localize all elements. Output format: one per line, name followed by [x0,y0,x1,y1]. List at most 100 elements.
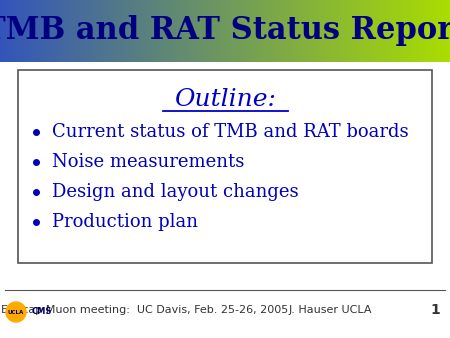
Bar [8,0,9,62]
Bar [44,0,45,62]
Bar [314,0,315,62]
Bar [414,0,415,62]
Bar [235,0,237,62]
Bar [152,0,153,62]
Bar [395,0,396,62]
Bar [333,0,334,62]
Bar [212,0,213,62]
Bar [105,0,107,62]
Bar [244,0,246,62]
Bar [440,0,441,62]
Bar [122,0,123,62]
Bar [108,0,109,62]
Bar [179,0,180,62]
Bar [112,0,114,62]
Bar [0,0,1,62]
Bar [408,0,410,62]
Bar [82,0,84,62]
Bar [36,0,37,62]
Bar [388,0,390,62]
Bar [24,0,26,62]
Bar [345,0,347,62]
Bar [171,0,172,62]
Bar [318,0,320,62]
Bar [435,0,436,62]
Bar [297,0,298,62]
Bar [256,0,258,62]
Bar [381,0,382,62]
Bar [217,0,219,62]
Bar [352,0,354,62]
Bar [190,0,192,62]
Bar [39,0,40,62]
Bar [291,0,293,62]
Bar [248,0,249,62]
Bar [240,0,242,62]
Bar [442,0,444,62]
Bar [332,0,333,62]
Bar [40,0,42,62]
Bar [325,0,327,62]
Bar [206,0,207,62]
Bar [431,0,432,62]
Bar [446,0,447,62]
Bar [366,0,368,62]
Bar [350,0,351,62]
Bar [1,0,3,62]
Bar [51,0,53,62]
Bar [336,0,338,62]
Text: Design and layout changes: Design and layout changes [52,183,299,201]
Bar [231,0,233,62]
Bar [194,0,195,62]
Bar [71,0,72,62]
Bar [42,0,44,62]
Bar [276,0,278,62]
Bar [363,0,365,62]
Bar [393,0,395,62]
Bar [285,0,287,62]
Bar [357,0,359,62]
Bar [129,0,130,62]
Bar [148,0,150,62]
Bar [368,0,369,62]
Bar [210,0,211,62]
Bar [387,0,388,62]
Bar [199,0,201,62]
Bar [260,0,261,62]
Bar [415,0,417,62]
Bar [134,0,135,62]
Bar [338,0,339,62]
Bar [102,0,104,62]
Bar [176,0,177,62]
Bar [305,0,306,62]
Bar [252,0,253,62]
Text: Noise measurements: Noise measurements [52,153,244,171]
Bar [294,0,296,62]
Bar [75,0,76,62]
Bar [3,0,4,62]
Bar [390,0,392,62]
Bar [255,0,256,62]
Bar [10,0,12,62]
Bar [226,0,228,62]
Bar [80,0,81,62]
Bar [93,0,94,62]
Bar [287,0,288,62]
Bar [123,0,125,62]
Bar [300,0,302,62]
Bar [188,0,189,62]
Bar [418,0,420,62]
Bar [261,0,262,62]
Bar [429,0,431,62]
Bar [158,0,159,62]
Bar [125,0,126,62]
Bar [438,0,440,62]
Bar [147,0,148,62]
Bar [73,0,75,62]
Bar [46,0,48,62]
Bar [375,0,377,62]
Bar [238,0,240,62]
Bar [213,0,215,62]
Bar [107,0,108,62]
Bar [402,0,404,62]
